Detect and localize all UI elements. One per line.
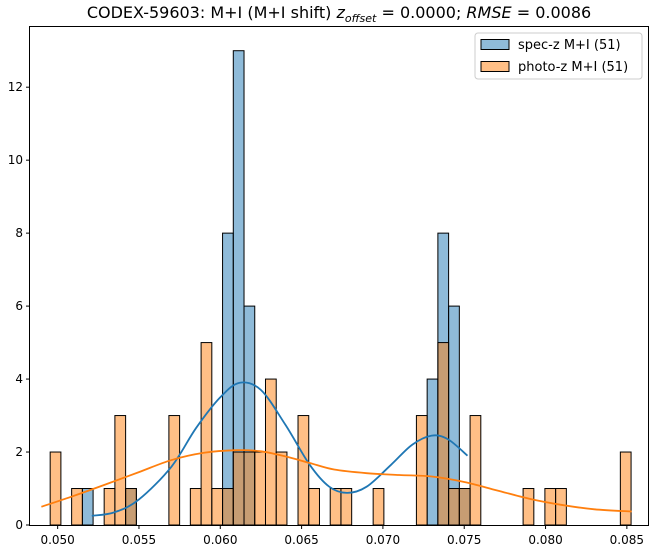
legend-swatch-photo-z <box>480 61 510 72</box>
y-tick-label-2: 4 <box>15 372 23 386</box>
plot-frame <box>29 26 649 526</box>
legend-frame <box>474 32 643 80</box>
bar-series-1-bin-23 <box>458 488 471 526</box>
bar-series-1-bin-28 <box>619 451 632 526</box>
y-tick-label-3: 6 <box>15 299 23 313</box>
bar-series-1-bin-9 <box>222 488 234 526</box>
bar-series-1-bin-18 <box>340 488 353 526</box>
bar-series-1-bin-19 <box>372 488 385 526</box>
bar-series-1-bin-27 <box>555 488 567 526</box>
x-axis-ticks: 0.050 0.055 0.060 0.065 0.070 0.075 0.080 0.085 <box>40 525 644 547</box>
bar-series-1-bin-8 <box>211 488 224 526</box>
bar-series-1-bin-11 <box>243 451 256 526</box>
bar-series-1-bin-14 <box>275 451 288 526</box>
x-tick-label-2: 0.060 <box>203 533 237 547</box>
legend-swatch-spec-z <box>480 39 510 50</box>
y-tick-label-6: 12 <box>8 80 23 94</box>
bar-series-0-bin-2 <box>222 232 234 526</box>
x-tick-label-0: 0.050 <box>40 533 74 547</box>
kde-line-series-1 <box>41 449 632 513</box>
y-tick-label-4: 8 <box>15 226 23 240</box>
kde-line-series-0 <box>91 381 469 517</box>
title-rmse-value: = 0.0086 <box>512 3 592 22</box>
legend: spec-z M+I (51) photo-z M+I (51) <box>474 32 643 80</box>
bar-series-1-bin-21 <box>437 342 450 526</box>
legend-label-photo-z: photo-z M+I (51) <box>518 60 628 75</box>
title-z-value: = 0.0000; <box>376 3 466 22</box>
y-tick-label-1: 2 <box>15 445 23 459</box>
title-prefix: CODEX-59603: M+I (M+I shift) <box>87 3 337 22</box>
bar-series-0-bin-0 <box>81 488 94 526</box>
bar-series-1-bin-24 <box>469 415 482 526</box>
bar-series-1-bin-26 <box>544 488 557 526</box>
bar-series-1-bin-25 <box>522 488 535 526</box>
title-rmse-label: RMSE <box>466 3 512 22</box>
x-tick-label-3: 0.065 <box>284 533 318 547</box>
y-tick-label-0: 0 <box>15 518 23 532</box>
bar-series-1-bin-0 <box>49 451 62 526</box>
title-z-symbol: z <box>335 3 345 22</box>
bar-series-1-bin-10 <box>232 451 245 526</box>
x-tick-label-6: 0.080 <box>528 533 562 547</box>
kde-curves <box>41 381 632 517</box>
x-tick-label-4: 0.070 <box>366 533 400 547</box>
bar-series-1-bin-6 <box>189 488 202 526</box>
x-tick-label-5: 0.075 <box>447 533 481 547</box>
bar-series-1-bin-12 <box>254 451 266 526</box>
bar-series-1-bin-16 <box>308 488 320 526</box>
bar-series-0-bin-5 <box>426 378 439 526</box>
legend-label-spec-z: spec-z M+I (51) <box>518 38 621 53</box>
y-tick-label-5: 10 <box>8 153 23 167</box>
histogram-bars <box>49 50 632 526</box>
x-tick-label-1: 0.055 <box>122 533 156 547</box>
bar-series-1-bin-17 <box>329 488 342 526</box>
bar-series-1-bin-5 <box>168 415 181 526</box>
bar-series-1-bin-7 <box>200 342 213 526</box>
y-axis-ticks: 0 2 4 6 8 10 12 <box>8 80 30 532</box>
bar-series-1-bin-20 <box>415 415 428 526</box>
chart-title: CODEX-59603: M+I (M+I shift) zoffset = 0… <box>87 3 591 25</box>
bar-series-1-bin-2 <box>103 488 116 526</box>
x-tick-label-7: 0.085 <box>610 533 644 547</box>
bar-series-1-bin-15 <box>297 415 310 526</box>
title-z-subscript: offset <box>345 12 377 25</box>
bar-series-1-bin-22 <box>448 488 460 526</box>
